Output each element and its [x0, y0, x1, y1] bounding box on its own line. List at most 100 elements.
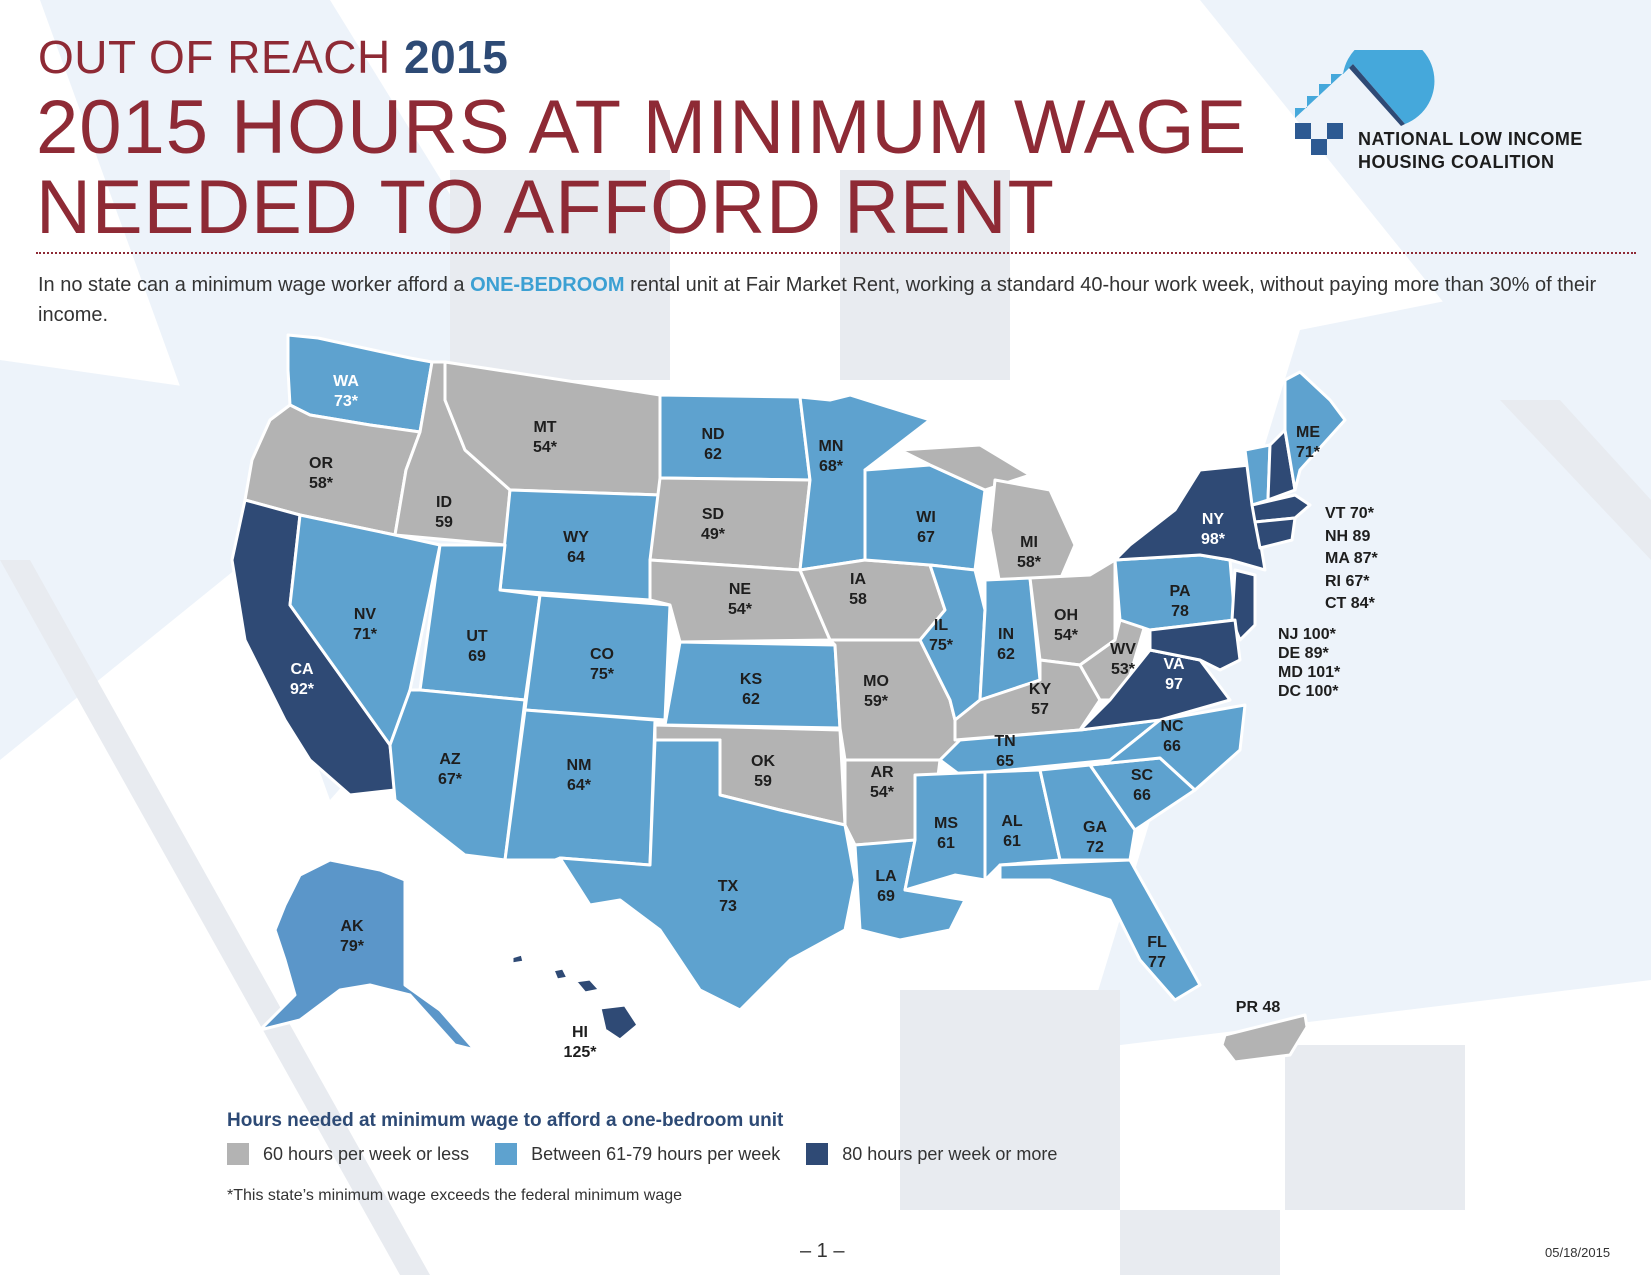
state-value: PR 48 — [1235, 999, 1281, 1016]
state-abbr: OH — [1054, 607, 1078, 624]
state-abbr: AL — [1001, 813, 1023, 830]
state-abbr: MT — [533, 419, 557, 436]
state-value: 92* — [289, 681, 315, 698]
state-value: 78 — [1171, 603, 1189, 620]
state-value: 58 — [849, 591, 867, 608]
label-NV: NV 71* — [353, 605, 377, 645]
state-value: 59* — [863, 693, 889, 710]
org-name-line-2: HOUSING COALITION — [1358, 152, 1555, 172]
title-line-2: NEEDED TO AFFORD RENT — [36, 165, 1055, 250]
state-value: 71* — [1295, 444, 1321, 461]
state-value: 69 — [877, 888, 895, 905]
label-WA: WA 73* — [333, 372, 359, 412]
legend-title: Hours needed at minimum wage to afford a… — [227, 1110, 784, 1131]
callout-NH: NH 89 — [1325, 527, 1371, 545]
state-value: 75* — [928, 637, 954, 654]
label-OH: OH 54* — [1054, 606, 1078, 646]
label-NM: NM 64* — [567, 756, 592, 796]
state-abbr: SD — [701, 506, 725, 523]
label-AR: AR 54* — [870, 763, 894, 803]
state-abbr: UT — [466, 628, 488, 645]
label-TN: TN 65 — [994, 732, 1015, 772]
state-value: 72 — [1086, 839, 1104, 856]
legend-swatch-light-blue — [495, 1143, 518, 1165]
state-abbr: IA — [849, 571, 866, 588]
state-ME — [1283, 370, 1347, 492]
state-abbr: CO — [590, 646, 614, 663]
state-TX — [558, 738, 857, 1012]
state-abbr: VA — [1163, 656, 1185, 673]
state-value: 54* — [869, 784, 895, 801]
label-ID: ID 59 — [435, 493, 453, 533]
callout-NJ: NJ 100* — [1278, 626, 1336, 643]
label-FL: FL 77 — [1147, 933, 1167, 973]
state-abbr: WA — [333, 373, 359, 390]
state-abbr: TN — [994, 733, 1016, 750]
northeast-callouts: VT 70* NH 89 MA 87* RI 67* CT 84* — [1325, 503, 1378, 616]
state-abbr: KS — [739, 671, 763, 688]
state-abbr: MO — [863, 673, 889, 690]
state-value: 66 — [1133, 787, 1151, 804]
state-abbr: NC — [1160, 718, 1184, 735]
label-AK: AK 79* — [340, 917, 364, 957]
state-abbr: KY — [1028, 681, 1052, 698]
org-name: NATIONAL LOW INCOME HOUSING COALITION — [1358, 128, 1583, 174]
state-SD — [648, 476, 812, 572]
state-abbr: MN — [818, 438, 844, 455]
label-KY: KY 57 — [1029, 680, 1051, 720]
legend-label: 80 hours per week or more — [842, 1143, 1058, 1164]
state-value: 54* — [727, 601, 753, 618]
label-SD: SD 49* — [701, 505, 725, 545]
callout-CT: CT 84* — [1325, 595, 1375, 612]
state-abbr: WY — [563, 529, 589, 546]
state-value: 61 — [937, 835, 955, 852]
label-PA: PA 78 — [1169, 582, 1190, 622]
state-value: 59 — [435, 514, 453, 531]
state-abbr: ND — [701, 426, 725, 443]
label-OR: OR 58* — [309, 454, 333, 494]
title-line-1: 2015 HOURS AT MINIMUM WAGE — [36, 85, 1248, 170]
state-abbr: GA — [1083, 819, 1107, 836]
state-AK — [258, 858, 477, 1052]
state-abbr: PA — [1169, 583, 1191, 600]
state-VA — [1078, 648, 1232, 732]
state-value: 65 — [996, 753, 1014, 770]
state-abbr: IL — [933, 617, 949, 634]
state-MA — [1250, 493, 1312, 524]
state-abbr: NY — [1201, 511, 1225, 528]
state-abbr: ME — [1296, 424, 1320, 441]
label-SC: SC 66 — [1131, 766, 1153, 806]
label-WV: WV 53* — [1110, 640, 1136, 680]
legend: 60 hours per week or less Between 61-79 … — [227, 1143, 1083, 1165]
label-VA: VA 97 — [1163, 655, 1184, 695]
kicker-title: OUT OF REACH 2015 — [38, 30, 508, 84]
label-WY: WY 64 — [563, 528, 589, 568]
publish-date: 05/18/2015 — [1545, 1245, 1611, 1260]
state-value: 125* — [563, 1044, 597, 1061]
state-GA — [1038, 763, 1137, 862]
label-ME: ME 71* — [1296, 423, 1320, 463]
label-MI: MI 58* — [1017, 533, 1041, 573]
label-ND: ND 62 — [701, 425, 724, 465]
org-name-line-1: NATIONAL LOW INCOME — [1358, 129, 1583, 149]
state-abbr: CA — [290, 661, 314, 678]
legend-swatch-dark-blue — [806, 1143, 829, 1165]
callout-MD: MD 101* — [1278, 664, 1341, 681]
state-FL — [998, 858, 1202, 1002]
state-value: 73 — [719, 898, 737, 915]
state-MD-DE — [1148, 618, 1242, 672]
label-AL: AL 61 — [1001, 812, 1022, 852]
state-abbr: SC — [1130, 767, 1154, 784]
state-abbr: OR — [309, 455, 333, 472]
label-HI: HI 125* — [564, 1023, 597, 1063]
label-PR: PR 48 — [1236, 998, 1280, 1018]
state-abbr: AZ — [439, 751, 461, 768]
state-value: 64 — [567, 549, 585, 566]
state-abbr: IN — [997, 626, 1014, 643]
legend-swatch-gray — [227, 1143, 249, 1165]
state-value: 97 — [1165, 676, 1183, 693]
label-TX: TX 73 — [718, 877, 738, 917]
state-value: 54* — [1053, 627, 1079, 644]
label-AZ: AZ 67* — [438, 750, 462, 790]
state-CT-RI — [1253, 516, 1297, 550]
